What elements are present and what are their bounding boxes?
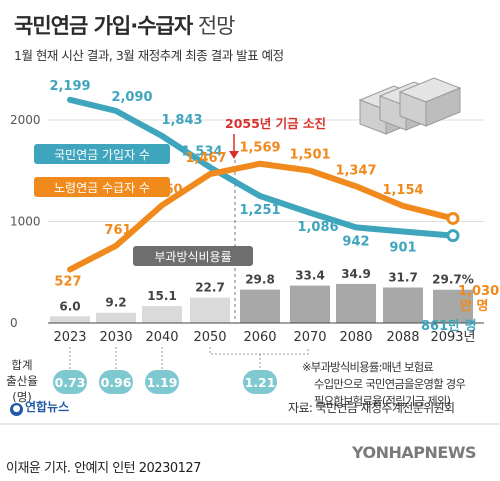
subscriber-value-label: 861만 명	[421, 318, 477, 334]
subscriber-value-label: 1,086	[297, 220, 338, 235]
bar	[433, 289, 473, 323]
recipient-value-label: 527	[54, 275, 81, 290]
depletion-annotation: 2055년 기금 소진	[225, 116, 326, 131]
x-tick-label: 2093년	[430, 330, 475, 345]
logo-icon: ●	[10, 403, 23, 416]
credit: 이재윤 기자. 안예지 인턴 20230127	[6, 461, 201, 476]
x-tick-label: 2080	[339, 330, 372, 345]
bar-value-label: 22.7	[195, 281, 225, 295]
fertility-value: 1.21	[245, 375, 276, 390]
recipient-unit-label: 만 명	[460, 298, 488, 314]
fertility-label: (명)	[12, 390, 32, 404]
recipient-value-label: 1,569	[239, 141, 280, 156]
source: 자료: 국민연금 재정추계전문위원회	[288, 401, 455, 415]
fertility-label: 출산율	[6, 374, 38, 388]
bar	[240, 289, 280, 323]
footnote-line: 필요한보험료율(적립기금 제외)	[314, 395, 451, 408]
bar	[336, 283, 376, 323]
x-tick-label: 2030	[99, 330, 132, 345]
logo-text: 연합뉴스	[25, 400, 70, 414]
x-tick-label: 2070	[293, 330, 326, 345]
subscriber-value-label: 2,090	[111, 90, 152, 105]
title-light: 전망	[192, 14, 236, 38]
subscriber-value-label: 1,534	[181, 144, 222, 159]
bar-value-label: 29.8	[245, 273, 275, 287]
subscriber-value-label: 1,843	[161, 113, 202, 128]
bar	[142, 306, 182, 323]
bar	[96, 312, 136, 323]
x-tick-label: 2050	[193, 330, 226, 345]
subscriber-value-label: 1,251	[239, 203, 280, 218]
fertility-value: 0.96	[101, 375, 132, 390]
y-tick-label: 2000	[10, 113, 41, 127]
bar	[290, 285, 330, 323]
y-tick-label: 1000	[10, 215, 41, 229]
subscriber-line	[67, 96, 456, 239]
subscriber-value-label: 901	[389, 241, 416, 256]
recipient-value-label: 1,030	[458, 284, 499, 299]
series-end-marker	[446, 211, 460, 225]
fertility-label: 합계	[11, 358, 32, 372]
bar-value-label: 31.7	[388, 270, 418, 284]
y-tick-label: 0	[10, 316, 18, 330]
footnote-line: 수입만으로 국민연금을운영할 경우	[314, 378, 466, 391]
fertility-badge	[243, 370, 277, 394]
x-tick-label: 2040	[145, 330, 178, 345]
legend-subscriber-badge	[34, 144, 170, 164]
recipient-value-label: 1,347	[335, 163, 376, 178]
x-tick-label: 2060	[243, 330, 276, 345]
legend-subscriber-label: 국민연금 가입자 수	[54, 148, 150, 162]
fertility-value: 1.19	[147, 375, 178, 390]
recipient-value-label: 1,154	[382, 183, 423, 198]
fertility-badge	[53, 370, 87, 394]
money-stack-icon	[425, 87, 461, 127]
legend-bar-badge	[133, 246, 253, 266]
recipient-value-label: 1,501	[289, 148, 330, 163]
bar	[50, 316, 90, 323]
bar-value-label: 33.4	[295, 269, 325, 283]
subscriber-value-label: 2,199	[49, 79, 90, 94]
series-end-marker	[446, 229, 460, 243]
fertility-connector	[209, 347, 309, 355]
page-title: 국민연금 가입·수급자 전망	[14, 10, 236, 40]
bar-value-label: 34.9	[341, 267, 371, 281]
fertility-badge	[99, 370, 133, 394]
bar-value-label: 29.7%	[432, 273, 474, 287]
bar	[190, 297, 230, 323]
fertility-value: 0.73	[55, 375, 86, 390]
fertility-badge	[145, 370, 179, 394]
footnote: ※부과방식비용률:매년 보험료 수입만으로 국민연금을운영할 경우 필요한보험료…	[302, 359, 466, 410]
title-bold: 국민연금 가입·수급자	[14, 14, 193, 38]
watermark: YONHAPNEWS	[352, 443, 477, 462]
legend-recipient-label: 노령연금 수급자 수	[54, 181, 150, 195]
bar	[383, 287, 423, 323]
recipient-value-label: 1,467	[185, 151, 226, 166]
bar-value-label: 9.2	[105, 296, 126, 310]
subscriber-value-label: 942	[342, 234, 369, 249]
subtitle: 1월 현재 시산 결과, 3월 재정추계 최종 결과 발표 예정	[14, 48, 284, 63]
recipient-line	[67, 160, 456, 273]
bar-value-label: 15.1	[147, 289, 177, 303]
depletion-arrowhead	[229, 151, 239, 159]
x-tick-label: 2088	[386, 330, 419, 345]
recipient-value-label: 761	[104, 223, 131, 238]
legend-bar-label: 부과방식비용률	[154, 250, 231, 264]
bar-value-label: 6.0	[59, 299, 80, 313]
legend-recipient-badge	[34, 177, 170, 197]
footnote-line: ※부과방식비용률:매년 보험료	[302, 361, 434, 374]
x-tick-label: 2023	[53, 330, 86, 345]
logo: ● 연합뉴스	[10, 398, 69, 416]
